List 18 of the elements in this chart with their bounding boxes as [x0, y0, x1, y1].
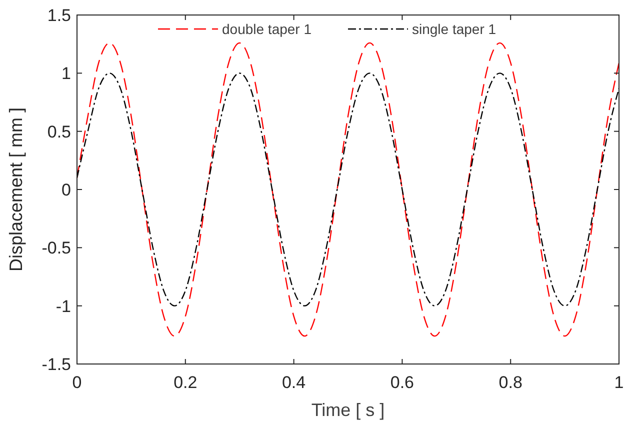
- x-tick-label: 0.2: [174, 373, 198, 392]
- x-tick-label: 0.4: [282, 373, 306, 392]
- x-tick-label: 1: [614, 373, 624, 392]
- x-tick-label: 0.6: [390, 373, 414, 392]
- line-series: [76, 42, 620, 337]
- line-series: [76, 72, 620, 306]
- y-axis-title: Displacement [ mm ]: [6, 107, 26, 272]
- y-tick-label: 1: [62, 64, 71, 84]
- legend-label: double taper 1: [222, 21, 312, 37]
- legend-label: single taper 1: [412, 21, 496, 37]
- y-tick-label: 1.5: [47, 6, 71, 25]
- x-axis-title: Time [ s ]: [311, 400, 385, 420]
- y-tick-label: -1: [56, 296, 71, 316]
- y-tick-label: 0.5: [47, 122, 71, 142]
- y-tick-label: -1.5: [42, 355, 71, 374]
- x-tick-label: 0.8: [498, 373, 522, 392]
- y-tick-label: 0: [62, 180, 71, 200]
- y-tick-label: -0.5: [42, 238, 71, 258]
